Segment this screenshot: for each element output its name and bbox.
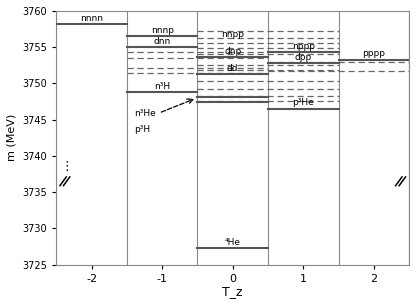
Text: dpp: dpp (295, 53, 312, 62)
Text: nnnp: nnnp (151, 26, 174, 35)
Text: nppp: nppp (292, 42, 315, 51)
Text: pppp: pppp (362, 49, 385, 58)
Text: p³H: p³H (134, 125, 150, 134)
Text: dd: dd (227, 64, 238, 73)
Text: nnpp: nnpp (221, 30, 244, 39)
Text: n³H: n³H (154, 82, 170, 91)
Text: n³He: n³He (134, 109, 156, 118)
Text: ⁴He: ⁴He (225, 238, 241, 247)
Text: dnn: dnn (154, 37, 171, 46)
X-axis label: T_z: T_z (223, 285, 243, 298)
Text: p³He: p³He (292, 99, 314, 107)
Text: ⋮: ⋮ (61, 160, 73, 173)
Text: dnp: dnp (224, 47, 241, 56)
Y-axis label: m (MeV): m (MeV) (7, 114, 17, 161)
Text: nnnn: nnnn (80, 14, 103, 23)
